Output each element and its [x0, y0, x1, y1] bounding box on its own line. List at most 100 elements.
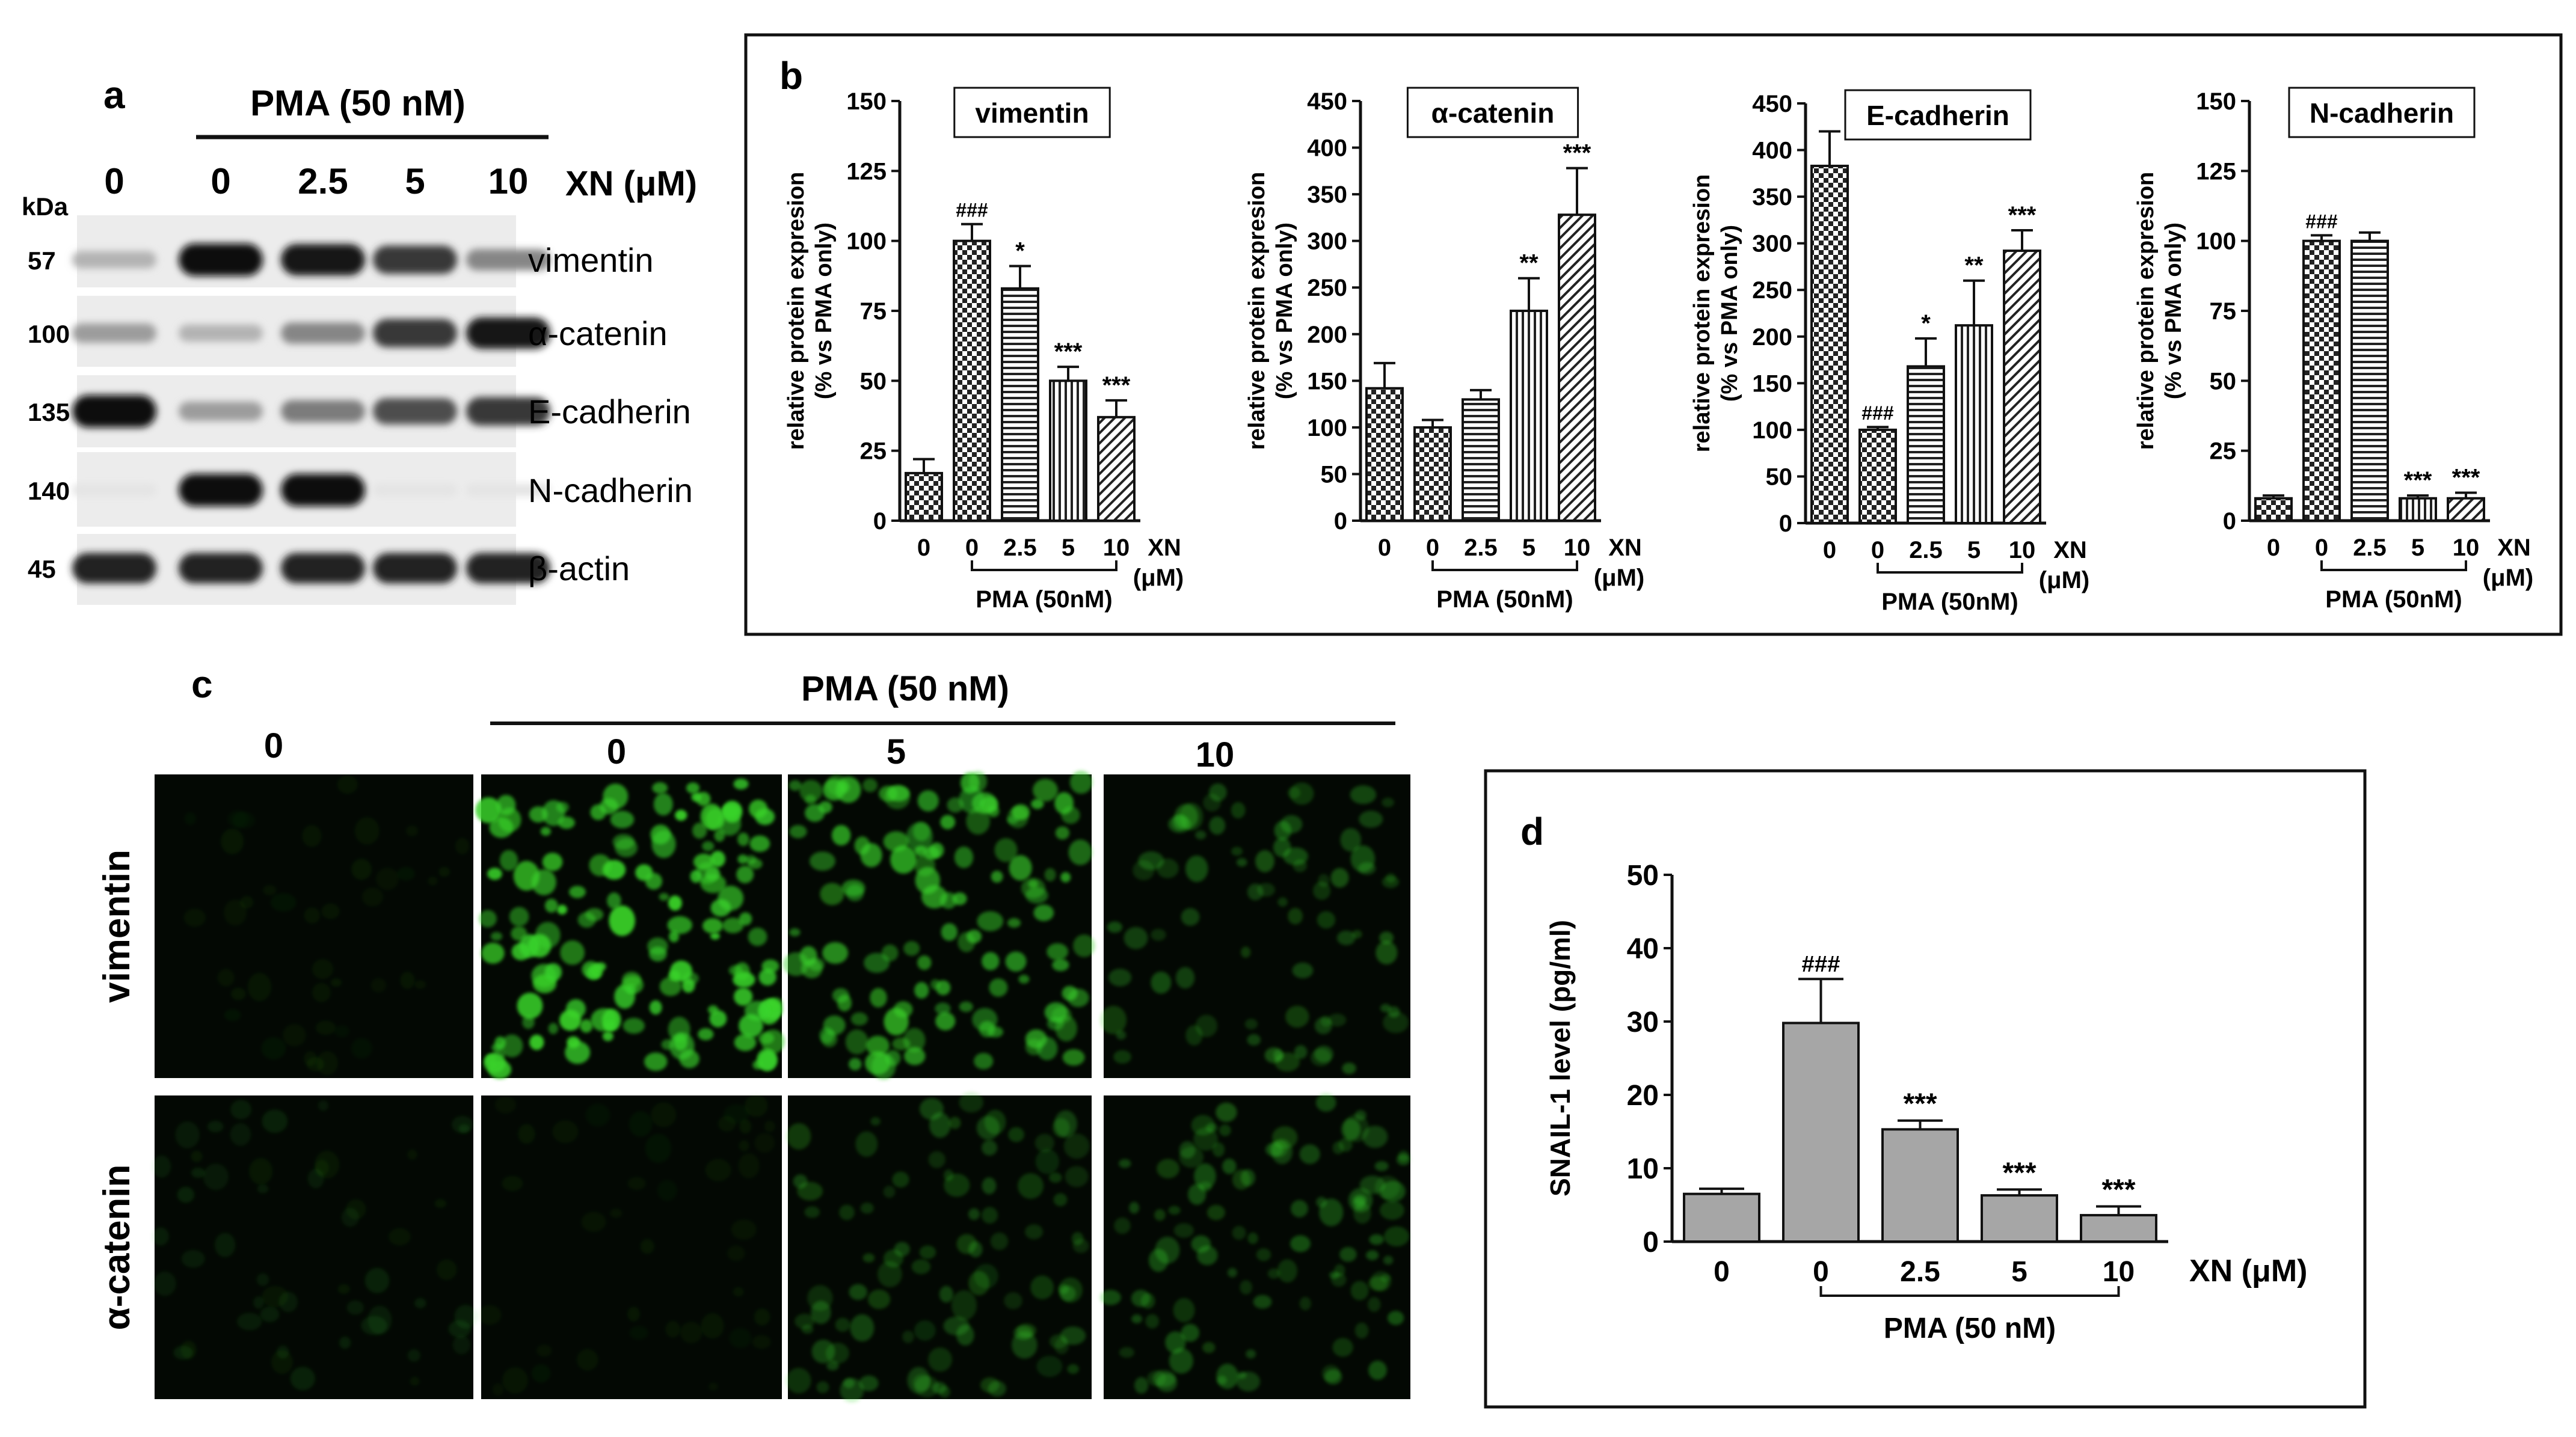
blot-band — [466, 397, 550, 426]
y-tick-label: 200 — [1752, 324, 1792, 351]
blot-band — [373, 319, 457, 348]
micro-column-label: 0 — [607, 732, 626, 771]
pma-label: PMA (50nM) — [1881, 589, 2018, 615]
significance-label: *** — [2452, 464, 2480, 491]
y-tick-label: 30 — [1627, 1007, 1659, 1038]
blot-band — [466, 483, 550, 497]
bar — [1683, 1192, 1760, 1243]
blot-kda-value: 57 — [28, 247, 56, 275]
significance-label: ### — [1861, 402, 1894, 424]
blot-lane-label: 10 — [488, 161, 529, 201]
bar — [1881, 1128, 1959, 1243]
y-tick-label: 100 — [2196, 228, 2236, 255]
significance-label: *** — [2008, 202, 2037, 228]
chart-title: E-cadherin — [1866, 100, 2009, 131]
y-tick-label: 400 — [1752, 138, 1792, 164]
x-tick-label: 5 — [1967, 537, 1981, 563]
bar — [953, 239, 991, 522]
bar — [1413, 426, 1452, 522]
x-tick-label: 10 — [2453, 535, 2480, 561]
blot-band — [72, 483, 156, 497]
blot-band — [466, 249, 550, 271]
panel-label-d: d — [1520, 810, 1544, 853]
y-tick-label: 200 — [1307, 322, 1347, 348]
blot-kda-label: kDa — [22, 192, 69, 221]
blot-lane-label: 0 — [211, 161, 230, 201]
y-tick-label: 75 — [860, 298, 887, 325]
micro-row-label: α-catenin — [96, 1165, 138, 1331]
chart-title-box — [1406, 87, 1579, 138]
x-tick-label: 2.5 — [1900, 1256, 1940, 1288]
y-tick-label: 250 — [1307, 275, 1347, 301]
y-tick-label: 50 — [2210, 368, 2237, 394]
blot-band — [281, 400, 365, 423]
blot-protein-label: E-cadherin — [528, 393, 691, 430]
y-tick-label: 250 — [1752, 277, 1792, 304]
significance-label: *** — [2002, 1157, 2036, 1189]
significance-label: ** — [1964, 253, 1984, 279]
y-tick-label: 150 — [2196, 88, 2236, 115]
y-tick-label: 125 — [846, 158, 887, 185]
x-tick-label: 0 — [2315, 535, 2328, 561]
x-tick-label: 10 — [1564, 535, 1591, 561]
panel-d-frame — [1484, 769, 2367, 1409]
chart-title-box — [1844, 89, 2032, 141]
micro-row-label: vimentin — [96, 850, 138, 1003]
blot-band — [466, 553, 550, 584]
bar — [2447, 497, 2485, 522]
xn-label: XN (μM) — [1594, 535, 1644, 591]
x-tick-label: 0 — [1426, 535, 1439, 561]
y-tick-label: 50 — [1321, 461, 1348, 488]
significance-label: ### — [1801, 951, 1840, 977]
significance-label: ### — [2305, 210, 2338, 232]
x-tick-label: 0 — [1714, 1256, 1730, 1288]
micrograph — [786, 1092, 1092, 1403]
blot-protein-label: N-cadherin — [528, 471, 693, 509]
y-tick-label: 10 — [1627, 1153, 1659, 1185]
micro-column-label: 10 — [1196, 735, 1235, 774]
pma-bracket — [1819, 1286, 2120, 1297]
significance-label: ** — [1519, 250, 1539, 277]
x-tick-label: 5 — [2011, 1256, 2027, 1288]
bar — [1858, 428, 1897, 525]
pma-bracket — [2320, 560, 2467, 571]
y-tick-label: 0 — [873, 508, 887, 535]
western-blot-panel: PMA (50 nM) XN (μM) kDa 0 0 2.5 5 10 57 vimen… — [22, 83, 697, 605]
blot-pma-label: PMA (50 nM) — [250, 83, 466, 123]
blot-band — [72, 553, 156, 584]
blot-band — [179, 474, 263, 506]
blot-kda-value: 140 — [28, 477, 70, 505]
micrograph — [475, 774, 785, 1079]
pma-label: PMA (50nM) — [2325, 586, 2462, 613]
chart-title: α-catenin — [1431, 97, 1555, 129]
xn-label: XN (μM) — [2039, 537, 2089, 593]
y-tick-label: 350 — [1307, 182, 1347, 208]
chart-title: vimentin — [975, 97, 1089, 129]
y-tick-label: 40 — [1627, 933, 1659, 965]
blot-band — [466, 317, 550, 349]
y-axis-label: SNAIL-1 level (pg/ml) — [1545, 920, 1576, 1196]
y-tick-label: 100 — [1307, 415, 1347, 441]
x-tick-label: 2.5 — [1464, 535, 1498, 561]
bar — [2080, 1214, 2157, 1243]
significance-label: *** — [1563, 140, 1591, 167]
x-tick-label: 0 — [1378, 535, 1391, 561]
significance-label: *** — [1054, 339, 1083, 365]
significance-label: *** — [1903, 1088, 1937, 1120]
blot-kda-value: 100 — [28, 320, 70, 348]
x-tick-label: 0 — [1823, 537, 1836, 563]
micro-column-label: 0 — [264, 726, 283, 765]
blot-band — [72, 323, 156, 343]
blot-protein-label: α-catenin — [528, 314, 668, 352]
significance-label: * — [1015, 238, 1025, 265]
significance-label: * — [1921, 310, 1931, 337]
y-tick-label: 150 — [846, 88, 887, 115]
y-tick-label: 75 — [2210, 298, 2237, 325]
xn-label: XN (μM) — [2189, 1254, 2307, 1288]
pma-label: PMA (50nM) — [1436, 586, 1573, 613]
y-tick-label: 350 — [1752, 184, 1792, 210]
y-tick-label: 100 — [846, 228, 887, 255]
panel-b-frame — [744, 33, 2563, 636]
bar — [2254, 497, 2293, 522]
